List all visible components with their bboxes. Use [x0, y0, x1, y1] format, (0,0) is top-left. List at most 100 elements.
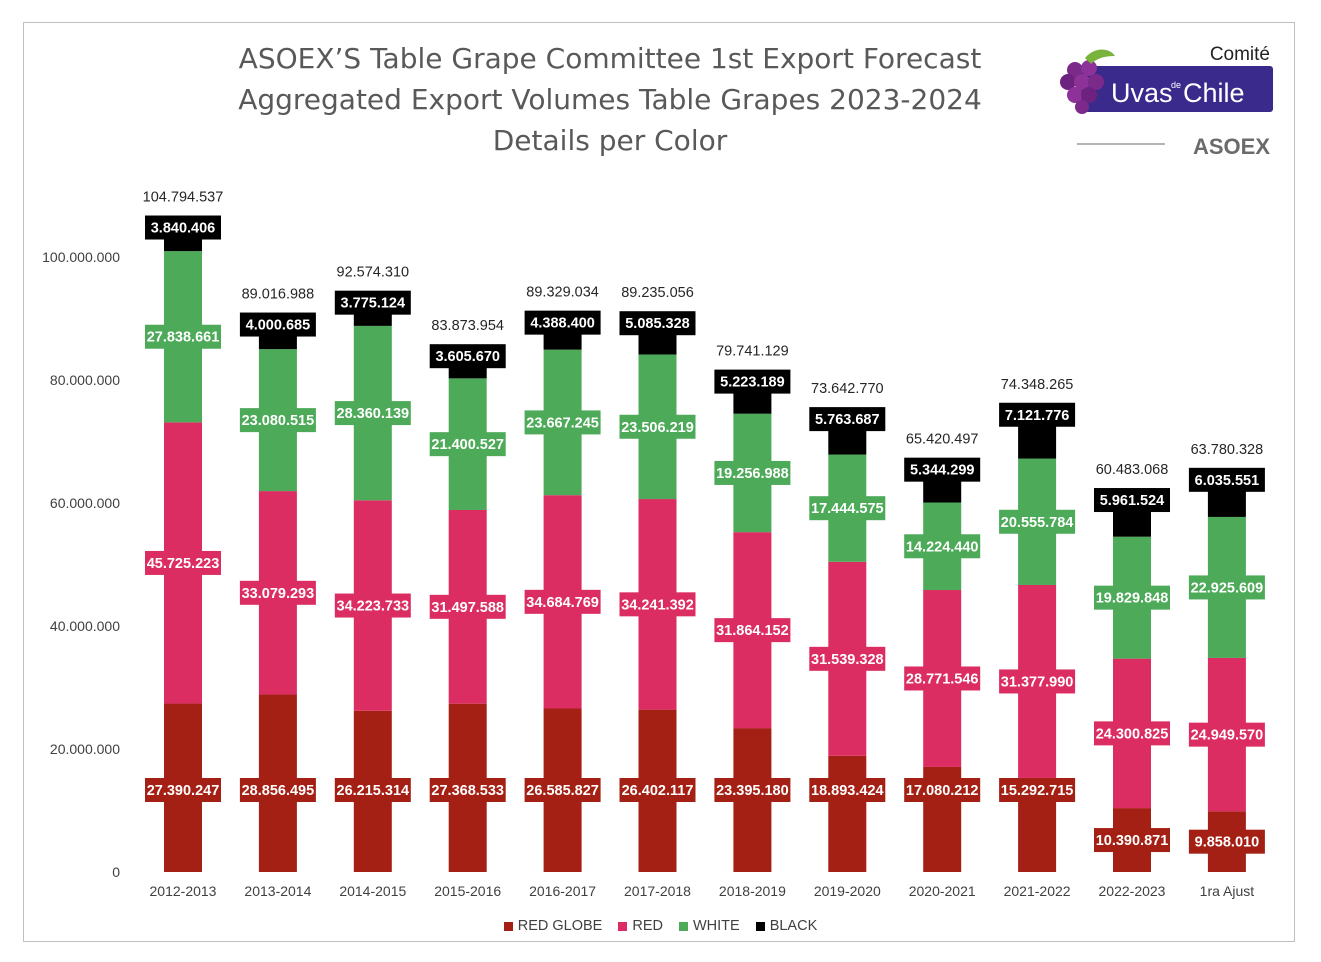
- bar-stack: 9.858.010 24.949.570 22.925.609 6.035.551 63…: [1188, 442, 1265, 872]
- total-label: 74.348.265: [1001, 377, 1074, 393]
- data-label: 26.215.314: [337, 783, 410, 799]
- data-label: 21.400.527: [431, 437, 504, 453]
- data-label: 10.390.871: [1096, 833, 1169, 849]
- x-tick-label: 1ra Ajust: [1200, 883, 1255, 899]
- legend-label: BLACK: [769, 918, 818, 934]
- legend-item-red-globe: RED GLOBE: [503, 918, 603, 934]
- data-label-box: [1094, 721, 1170, 746]
- data-label-box: [619, 778, 696, 802]
- legend-label: RED GLOBE: [517, 918, 603, 934]
- data-label-box: [429, 344, 506, 369]
- data-label: 4.000.685: [246, 318, 311, 334]
- y-tick-label: 60.000.000: [50, 495, 120, 511]
- logo-asoex-text: ASOEX: [1193, 134, 1270, 159]
- data-label: 31.377.990: [1001, 674, 1074, 690]
- y-tick-label: 100.000.000: [42, 249, 120, 265]
- data-label: 3.840.406: [151, 221, 216, 237]
- data-label-box: [524, 410, 601, 435]
- grape-cluster-icon: [1060, 49, 1115, 114]
- data-label-box: [1188, 829, 1265, 854]
- bar-stack: 18.893.424 31.539.328 17.444.575 5.763.687 7…: [809, 381, 886, 872]
- data-label: 26.585.827: [526, 783, 599, 799]
- chart-title: ASOEX’S Table Grape Committee 1st Export…: [200, 38, 1020, 161]
- total-label: 65.420.497: [906, 432, 979, 448]
- data-label: 23.506.219: [621, 420, 694, 436]
- x-tick-label: 2018-2019: [719, 883, 786, 899]
- data-label-box: [334, 290, 411, 315]
- data-label-box: [619, 592, 696, 617]
- data-label-box: [809, 778, 886, 802]
- data-label: 28.360.139: [337, 406, 410, 422]
- total-label: 89.016.988: [242, 287, 315, 303]
- total-label: 104.794.537: [143, 190, 224, 206]
- total-label: 79.741.129: [716, 344, 789, 360]
- data-label-box: [619, 311, 696, 336]
- data-label: 6.035.551: [1195, 473, 1260, 489]
- logo-comite-text: Comité: [1210, 44, 1270, 65]
- data-label-box: [1094, 488, 1170, 513]
- logo-chile-text: Chile: [1183, 78, 1245, 108]
- data-label: 5.085.328: [625, 316, 690, 332]
- data-label-box: [1094, 585, 1170, 610]
- data-label: 18.893.424: [811, 783, 884, 799]
- data-label-box: [239, 312, 316, 337]
- data-label-box: [334, 778, 411, 802]
- chart-title-line-1: ASOEX’S Table Grape Committee 1st Export…: [238, 42, 982, 75]
- data-label: 31.539.328: [811, 652, 884, 668]
- data-label: 9.858.010: [1195, 835, 1260, 851]
- data-label: 27.390.247: [147, 783, 220, 799]
- data-label: 34.223.733: [337, 599, 410, 615]
- total-label: 89.235.056: [621, 285, 694, 301]
- data-label-box: [145, 778, 221, 802]
- x-tick-label: 2019-2020: [814, 883, 881, 899]
- data-label-box: [904, 666, 981, 691]
- x-tick-label: 2022-2023: [1099, 883, 1166, 899]
- legend: RED GLOBE RED WHITE BLACK: [0, 918, 1321, 934]
- legend-swatch: [618, 921, 628, 931]
- chart-frame: [23, 22, 1295, 942]
- legend-item-black: BLACK: [755, 918, 818, 934]
- data-label: 31.497.588: [431, 600, 504, 616]
- y-tick-label: 80.000.000: [50, 372, 120, 388]
- data-label-box: [1094, 828, 1170, 853]
- data-label: 28.771.546: [906, 671, 979, 687]
- data-label-box: [429, 432, 506, 457]
- data-label: 15.292.715: [1001, 783, 1074, 799]
- data-label-box: [334, 593, 411, 618]
- data-label-box: [904, 457, 981, 482]
- data-label-box: [1188, 575, 1265, 600]
- data-label-box: [714, 778, 791, 802]
- x-tick-label: 2013-2014: [244, 883, 311, 899]
- bars: 27.390.247 45.725.223 27.838.661 3.840.406 1…: [143, 190, 1265, 872]
- chart-title-line-2: Aggregated Export Volumes Table Grapes 2…: [238, 83, 982, 116]
- data-label-box: [145, 215, 221, 240]
- data-label: 17.444.575: [811, 501, 884, 517]
- bar-stack: 26.585.827 34.684.769 23.667.245 4.388.400 8…: [524, 285, 601, 872]
- data-label-box: [1188, 722, 1265, 747]
- data-label-box: [809, 407, 886, 432]
- data-label-box: [145, 324, 221, 349]
- total-label: 89.329.034: [526, 285, 599, 301]
- x-tick-label: 2012-2013: [150, 883, 217, 899]
- data-label-box: [809, 496, 886, 521]
- data-label-box: [524, 589, 601, 614]
- data-label-box: [999, 509, 1076, 534]
- y-tick-label: 20.000.000: [50, 741, 120, 757]
- data-label: 31.864.152: [716, 623, 789, 639]
- data-label: 45.725.223: [147, 556, 220, 572]
- data-label-box: [714, 460, 791, 485]
- x-axis: 2012-2013 2013-2014 2014-2015 2015-2016 2016…: [150, 883, 1255, 899]
- data-label: 20.555.784: [1001, 515, 1074, 531]
- data-label: 22.925.609: [1191, 580, 1264, 596]
- total-label: 60.483.068: [1096, 462, 1169, 478]
- data-label: 24.300.825: [1096, 726, 1169, 742]
- legend-swatch: [503, 921, 513, 931]
- data-label: 5.961.524: [1100, 493, 1165, 509]
- data-label-box: [524, 310, 601, 335]
- total-label: 63.780.328: [1191, 442, 1264, 458]
- bar-stack: 10.390.871 24.300.825 19.829.848 5.961.524 6…: [1094, 462, 1170, 872]
- data-label: 4.388.400: [530, 316, 595, 332]
- logo-banner: [1077, 66, 1273, 112]
- legend-item-red: RED: [618, 918, 663, 934]
- bar-stack: 17.080.212 28.771.546 14.224.440 5.344.299 6…: [904, 432, 981, 872]
